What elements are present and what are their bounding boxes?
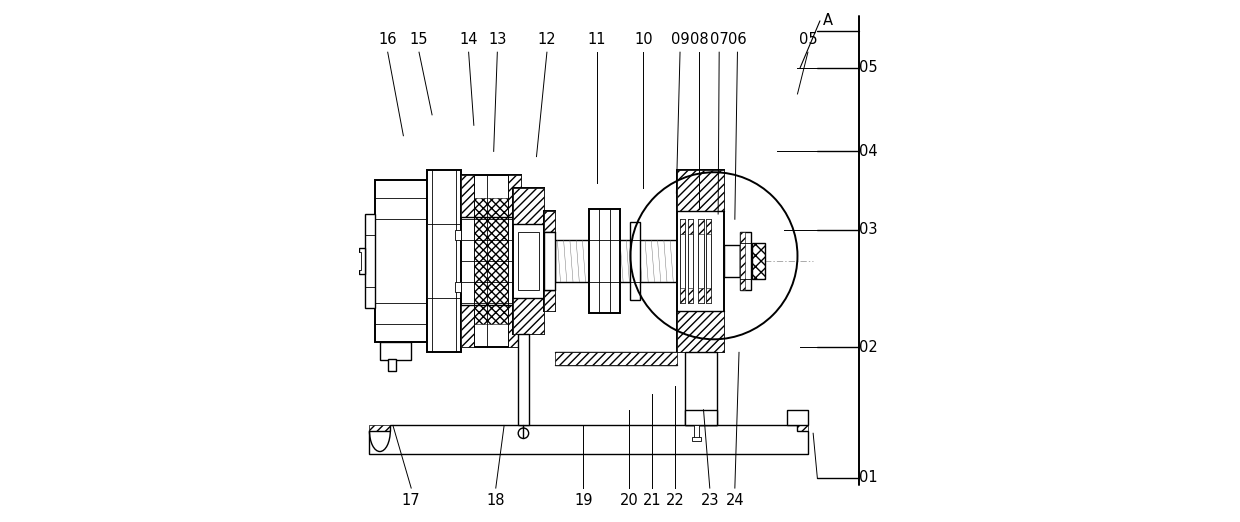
Bar [692,437,702,441]
Text: 14: 14 [459,32,477,47]
Text: 20: 20 [620,493,639,508]
Bar [513,188,544,334]
Bar [787,410,808,425]
Bar [698,288,703,303]
Bar [740,232,745,290]
Text: 09: 09 [671,32,689,47]
Bar [688,219,693,303]
Bar [706,219,712,303]
Bar [461,175,521,347]
Bar [688,288,693,303]
Bar [686,352,717,425]
Bar [455,230,461,240]
Bar [544,232,554,290]
Bar [677,170,724,211]
Bar [706,219,712,234]
Text: 15: 15 [409,32,428,47]
Text: 16: 16 [378,32,397,47]
Bar [544,211,554,232]
Bar [680,219,686,234]
Text: 24: 24 [725,493,744,508]
Bar [360,248,366,274]
Bar [461,305,474,347]
Bar [680,288,686,303]
Bar [427,224,461,298]
Bar [724,245,740,277]
Bar [554,240,677,282]
Polygon shape [370,425,808,454]
Bar [518,334,528,425]
Text: 07: 07 [709,32,729,47]
Bar [513,188,544,224]
Text: 05: 05 [799,32,817,47]
Bar [680,219,686,303]
Text: 21: 21 [644,493,662,508]
Bar [677,311,724,352]
Bar [379,342,412,360]
Bar [461,175,474,217]
Text: 02: 02 [859,340,878,354]
Bar [357,252,361,270]
Text: 06: 06 [728,32,746,47]
Bar [455,282,461,292]
Text: 12: 12 [538,32,557,47]
Bar [544,211,554,311]
Bar [507,305,521,347]
Bar [507,175,521,217]
Text: 11: 11 [588,32,606,47]
Bar [787,410,808,425]
Bar [370,425,808,454]
Bar [630,222,640,300]
Bar [677,170,724,352]
Bar [706,288,712,303]
Text: 23: 23 [701,493,719,508]
Bar [366,214,374,308]
Bar [544,290,554,311]
Text: 17: 17 [402,493,420,508]
Bar [388,359,396,371]
Bar [427,170,461,352]
Text: 10: 10 [634,32,652,47]
Text: 18: 18 [486,493,505,508]
Text: 22: 22 [666,493,684,508]
Bar [374,180,427,342]
Bar [740,245,759,277]
Bar [554,352,677,365]
Text: 08: 08 [689,32,708,47]
Text: 05: 05 [859,61,878,75]
Bar [686,410,717,425]
Bar [513,298,544,334]
Bar [751,243,765,279]
Bar [686,410,717,425]
Text: 03: 03 [859,222,878,237]
Bar [474,198,507,324]
Bar [518,232,539,290]
Bar [589,209,620,313]
Text: 19: 19 [574,493,593,508]
Bar [698,219,703,234]
Bar [688,219,693,234]
Text: 13: 13 [489,32,506,47]
Text: 01: 01 [859,470,878,485]
Bar [740,232,750,290]
Text: A: A [822,14,832,28]
Bar [698,219,703,303]
Text: 04: 04 [859,144,878,159]
Bar [694,425,699,438]
